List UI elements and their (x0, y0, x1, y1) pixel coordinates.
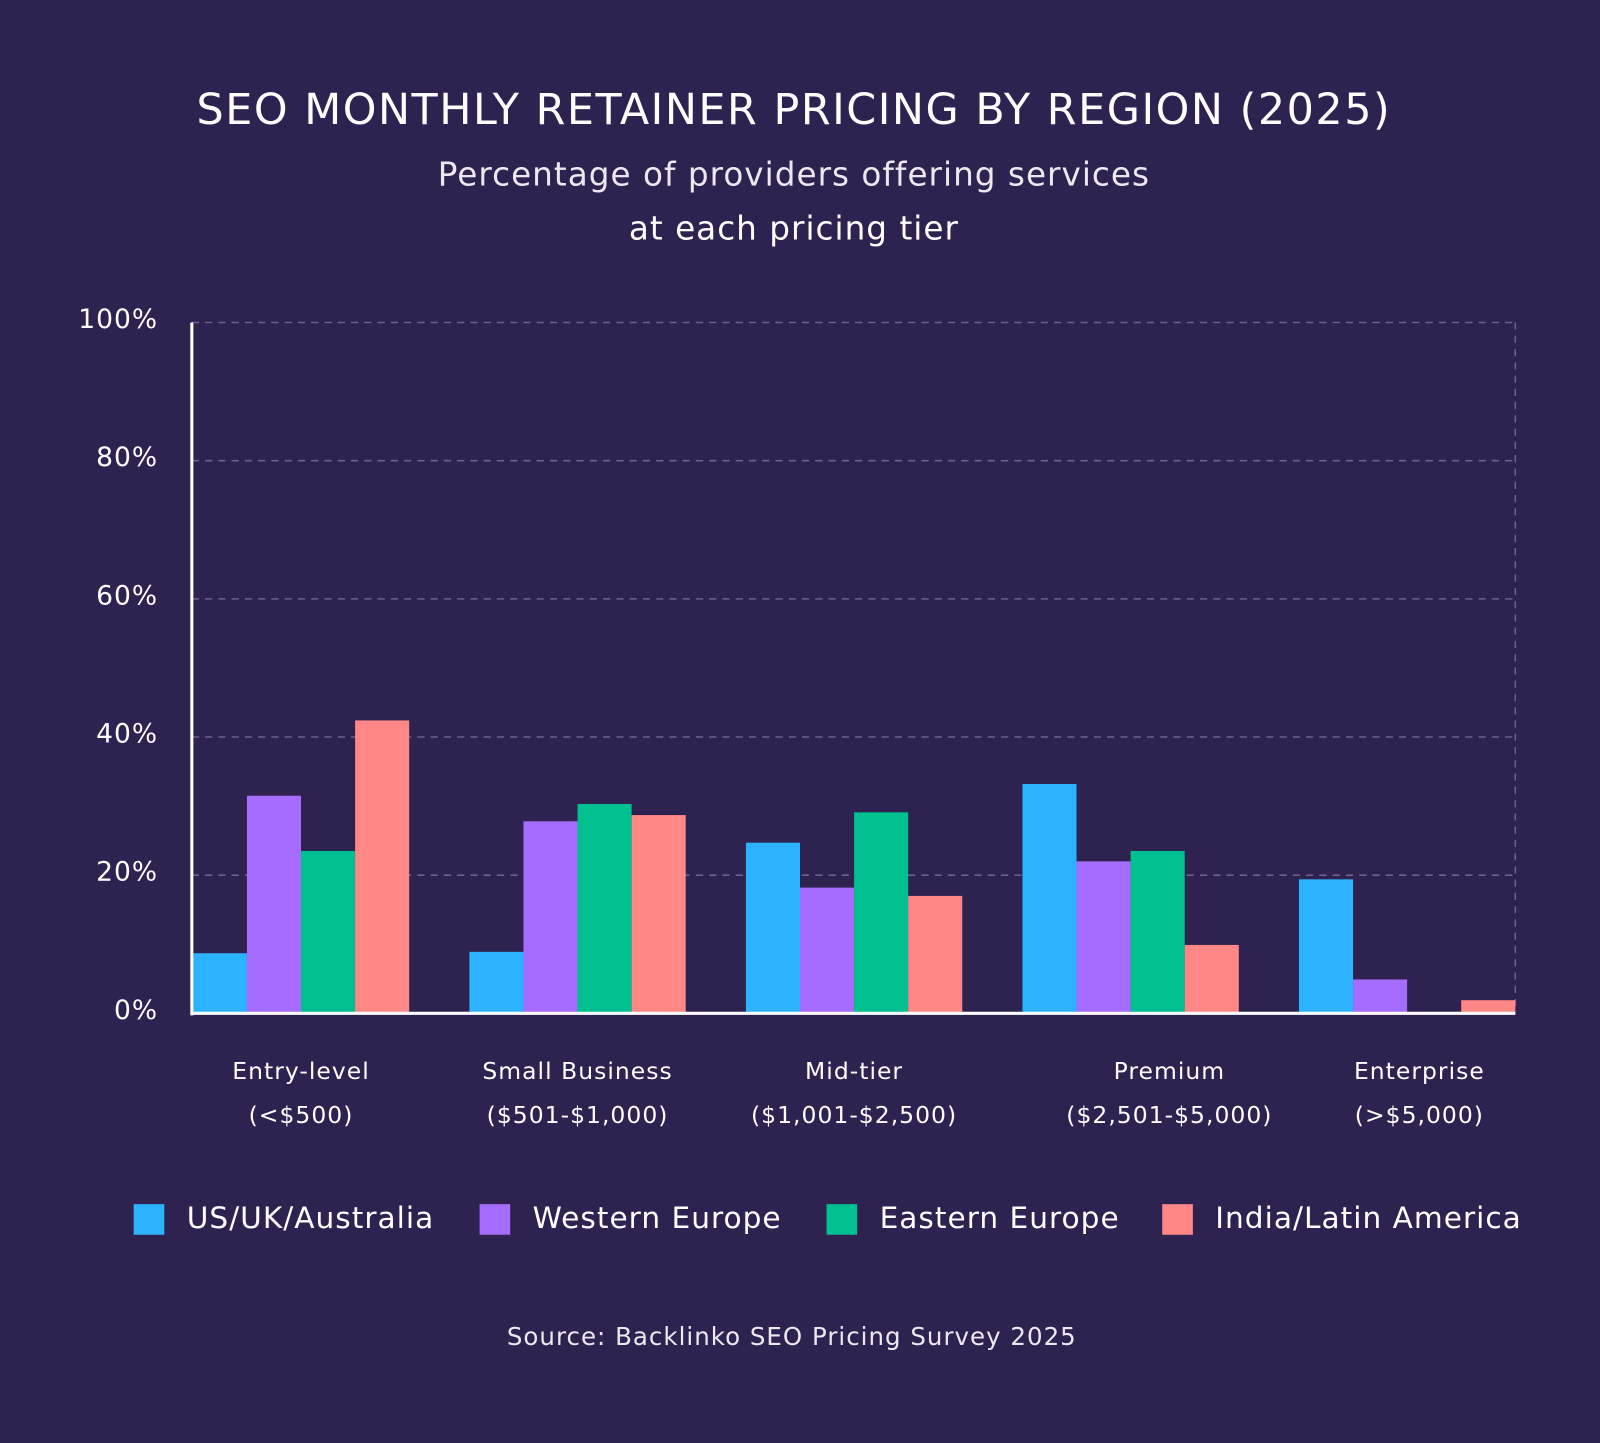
bar (577, 804, 632, 1014)
source: Source: Backlinko SEO Pricing Survey 202… (507, 1322, 1077, 1351)
bar (192, 953, 247, 1014)
legend-label: India/Latin America (1215, 1201, 1522, 1235)
chart-subtitle: Percentage of providers offering service… (438, 156, 1150, 194)
bar (469, 951, 524, 1014)
legend-swatch (133, 1204, 165, 1235)
bar (1298, 879, 1354, 1014)
bar (854, 812, 909, 1014)
y-tick-label: 100% (78, 304, 158, 335)
chart-subtitle: at each pricing tier (629, 210, 959, 248)
legend-label: Eastern Europe (880, 1201, 1120, 1235)
bar (1353, 979, 1408, 1014)
x-tick-label: Mid-tier (805, 1057, 903, 1085)
y-tick-label: 40% (96, 718, 158, 749)
x-tick-label: Enterprise (1354, 1057, 1485, 1085)
x-tick-label: ($501-$1,000) (487, 1101, 669, 1129)
y-tick-label: 0% (114, 995, 158, 1026)
legend-label: US/UK/Australia (187, 1201, 435, 1235)
x-tick-label: (>$5,000) (1355, 1101, 1484, 1129)
bar (1461, 1000, 1516, 1014)
legend-label: Western Europe (533, 1201, 782, 1235)
bar (301, 850, 356, 1014)
x-tick-label: (<$500) (249, 1101, 354, 1129)
y-tick-label: 60% (96, 580, 158, 611)
y-tick-label: 20% (96, 857, 158, 888)
bar (523, 821, 578, 1014)
bar (908, 895, 963, 1014)
bar (631, 815, 686, 1014)
legend-swatch (826, 1204, 858, 1235)
bar (1130, 850, 1185, 1014)
bar (1022, 783, 1077, 1014)
x-tick-label: Premium (1114, 1057, 1226, 1085)
x-tick-label: Entry-level (232, 1057, 369, 1085)
bar (800, 887, 855, 1014)
bar (1184, 944, 1239, 1014)
legend-swatch (479, 1204, 511, 1235)
x-tick-label: ($1,001-$2,500) (751, 1101, 957, 1129)
bar (355, 720, 410, 1014)
bar (246, 795, 302, 1014)
legend-swatch (1162, 1204, 1193, 1235)
bar (745, 842, 800, 1014)
x-tick-label: Small Business (482, 1057, 672, 1085)
x-tick-label: ($2,501-$5,000) (1066, 1101, 1272, 1129)
bar (1076, 861, 1131, 1014)
chart-title: SEO MONTHLY RETAINER PRICING BY REGION (… (197, 85, 1392, 135)
y-tick-label: 80% (96, 442, 158, 473)
